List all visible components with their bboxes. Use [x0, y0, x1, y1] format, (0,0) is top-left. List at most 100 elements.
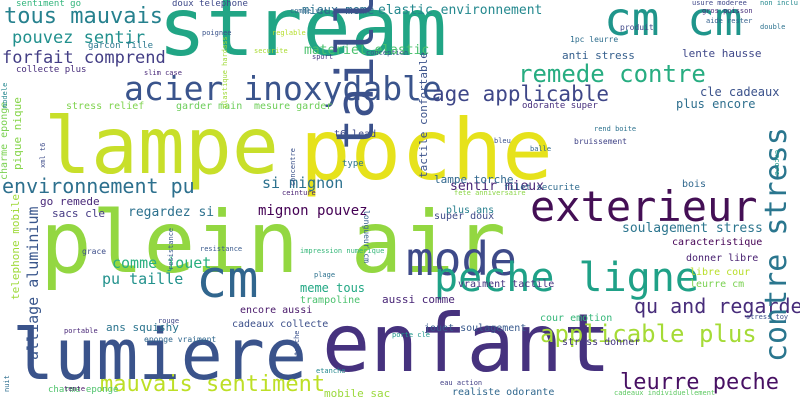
word-filet-securite: type — [342, 159, 364, 169]
word-forfait-comprend: forfait comprend — [2, 48, 166, 68]
word-lente-hausse: lente hausse — [682, 47, 762, 60]
word-pique-nique: pique nique — [11, 97, 24, 170]
word-materiel-elastic: materiel elastic — [304, 43, 430, 58]
word-stress-relief: stress relief — [66, 101, 145, 112]
word-jouet-soulagement: jouet soulagement — [424, 323, 527, 334]
word-usure-moderee: usure moderee — [692, 0, 747, 7]
word-sport: sport — [312, 53, 334, 61]
word-xml-t6: slim case — [144, 69, 182, 77]
word-plus-encore: plus encore — [676, 97, 756, 111]
word-modele: modele — [1, 82, 9, 108]
word-reglable: poignee — [202, 29, 232, 37]
word-portable: stress toy — [746, 313, 789, 321]
word-encore: encore — [773, 150, 781, 176]
word-sentir-mieux: sentir mieux — [450, 179, 544, 194]
word-porte-cle: eau action — [440, 379, 483, 387]
word-odorante-super: filet securite — [504, 183, 580, 193]
word-mauvais-sentiment: mauvais sentiment — [100, 372, 326, 397]
word-meme-tous: meme tous — [300, 281, 366, 295]
word-1pc-leurre: 1pc leurre — [570, 35, 619, 44]
word-tous-mauvais: tous mauvais — [4, 4, 163, 29]
word-rend-boite: portable — [64, 327, 98, 335]
word-mesure-garder: mesure garder — [254, 101, 333, 112]
word-conception: xml t6 — [39, 142, 47, 168]
word-mignon-pouvez: mignon pouvez — [258, 203, 368, 219]
word-non-inclu: non inclu — [760, 0, 798, 7]
word-gros-poisson: gros poisson — [702, 7, 753, 15]
word-garder-main: garder main — [176, 101, 243, 112]
word-bois: super doux — [434, 211, 495, 222]
word-realiste-odorante: realiste odorante — [452, 387, 555, 398]
word-stress-donner: stress donner — [562, 337, 641, 348]
word-environnement-pu: environnement pu — [2, 174, 195, 198]
word-cle-cadeaux: cle cadeaux — [700, 85, 780, 99]
word-elastic-environnement: elastic environnement — [378, 3, 543, 18]
word-anti-stress: anti stress — [562, 49, 635, 62]
word-plage: plage — [314, 271, 336, 279]
word-go-remede: go remede — [40, 195, 100, 208]
word-produit: produit — [620, 23, 654, 32]
word-plus-ans: plus ans — [446, 205, 495, 216]
word-tactile-confortable: odorante super — [522, 101, 598, 111]
word-longueur-cm: tactile confortable — [417, 52, 430, 178]
word-pu-taille: pu taille — [102, 270, 184, 288]
word-cadeaux-collecte: cadeaux collecte — [232, 319, 329, 330]
word-acier-inoxydable: acier inoxydable — [124, 69, 442, 108]
word-enfant: enfant — [322, 297, 611, 390]
word-nuit: resistance — [200, 245, 243, 253]
word-bruissement: plastique hardass — [221, 36, 229, 108]
word-regardez-si: regardez si — [128, 205, 215, 220]
word-nuit-v: resistance — [167, 227, 175, 270]
word-balle: balle — [530, 145, 552, 153]
word-applicable-plus: applicable plus — [540, 320, 757, 348]
word-comme-jouet: comme jouet — [112, 254, 212, 272]
word-soulagement-stress: soulagement stress — [622, 221, 763, 236]
word-si-mignon: si mignon — [262, 174, 344, 192]
word-grace: grace — [82, 247, 107, 256]
word-pouvez-sentir: pouvez sentir — [12, 28, 146, 48]
word-donner-libre: donner libre — [686, 253, 759, 264]
word-plein-air: plein air — [40, 193, 506, 293]
word-double: double — [760, 23, 786, 31]
word-slim-case: reglable — [272, 29, 306, 37]
word-type: bois — [682, 179, 707, 190]
word-bleu: bleu — [494, 137, 511, 145]
word-ceinture: ceinture — [282, 189, 316, 197]
word-lampe-torche: lampe torche — [434, 173, 514, 186]
word-taille: taille — [326, 0, 386, 150]
word-comme-vie: longueur cm — [362, 210, 371, 263]
word-garcon-fille: garcon fille — [88, 41, 154, 51]
word-utilisation: conception — [366, 49, 409, 57]
word-cm-cm: cm cm — [604, 0, 743, 46]
word-doux-tre: bruissement — [574, 137, 627, 146]
word-libre-cour: libre cour — [690, 267, 751, 278]
word-telephone-mobile: telephone mobile — [9, 194, 22, 300]
word-cour-emotion: cour emotion — [540, 313, 613, 324]
word-caracteristique: caracteristique — [672, 237, 763, 248]
word-securite: porte cle — [392, 331, 430, 339]
word-super-doux: charme eponge — [48, 385, 119, 395]
word-sacs-cle: sacs cle — [52, 207, 105, 220]
word-mobile-sac: mobile sac — [324, 387, 391, 400]
word-poignee: comme vie — [290, 7, 328, 15]
word-eponge-vraiment: eponge vraiment — [144, 335, 217, 344]
word-alliage-aluminium: alliage aluminium — [24, 206, 42, 360]
word-encore-aussi: encore aussi — [240, 305, 313, 316]
word-cadeaux-individuellement: cadeaux individuellement — [614, 389, 716, 397]
word-charme-eponge: charme eponge — [0, 101, 10, 180]
word-etanche: etanche — [293, 330, 301, 360]
word-vraiment-tactile: vraiment tactile — [458, 279, 555, 290]
word-plastique-hardass: impression numerique — [300, 247, 385, 255]
word-lampe: lampe — [44, 102, 279, 192]
word-cm: cm — [196, 250, 259, 310]
word-leurre-peche: leurre peche — [620, 370, 779, 395]
word-exterieur: exterieur — [530, 182, 758, 231]
word-eau-action: etanche — [316, 367, 346, 375]
word-mode: mode — [406, 232, 517, 286]
word-remede-contre: remede contre — [518, 60, 706, 88]
word-peche-ligne: peche ligne — [434, 255, 699, 301]
word-aide-rester: aide rester — [706, 17, 753, 25]
word-tente: tente — [64, 385, 86, 393]
word-resistance: rend boite — [594, 125, 637, 133]
